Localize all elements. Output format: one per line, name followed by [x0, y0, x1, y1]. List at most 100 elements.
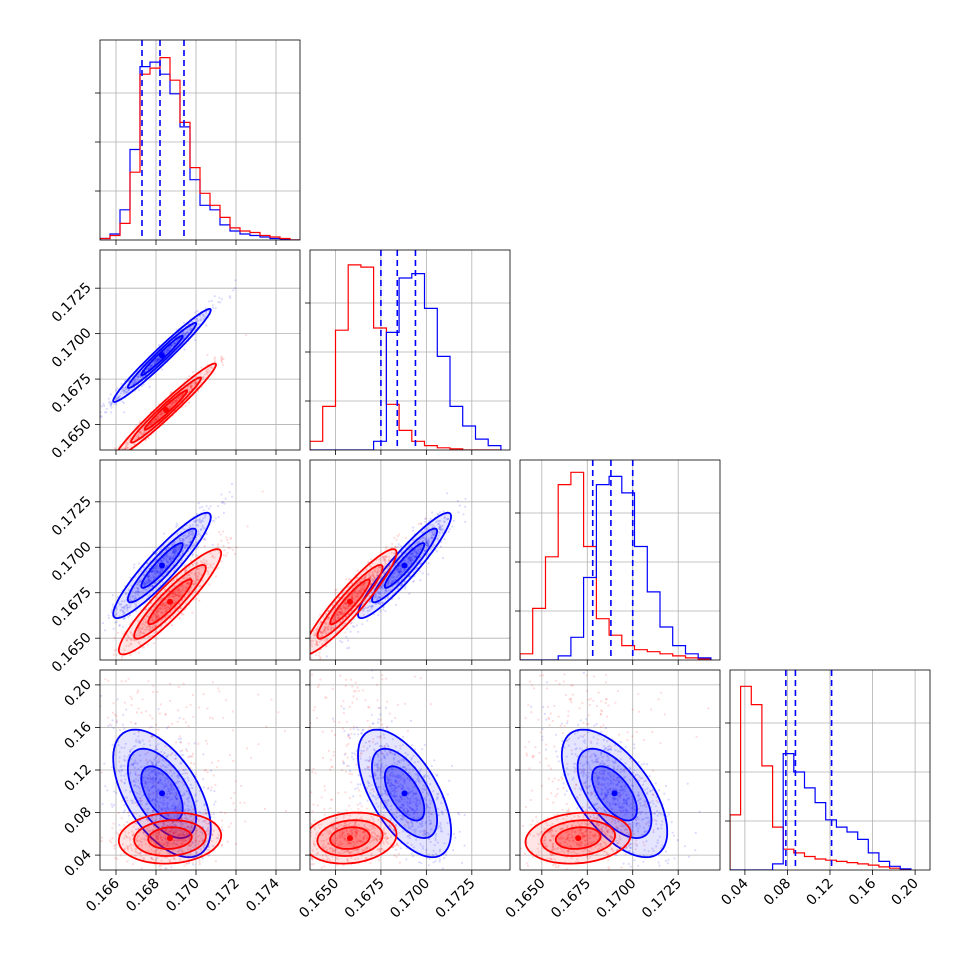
scatter-point — [383, 565, 386, 568]
scatter-point — [222, 530, 225, 533]
scatter-point — [133, 378, 136, 381]
scatter-point — [163, 604, 167, 608]
scatter-point — [177, 544, 181, 547]
panel-grid — [100, 460, 300, 660]
scatter-point — [370, 591, 374, 594]
scatter-point — [168, 349, 171, 352]
scatter-point — [206, 353, 209, 356]
scatter-point — [178, 617, 181, 620]
scatter-point — [164, 353, 167, 356]
scatter-point — [150, 626, 153, 629]
scatter-point — [189, 530, 192, 534]
scatter-point — [144, 621, 147, 624]
scatter-point — [409, 556, 412, 559]
scatter-point — [334, 592, 337, 595]
scatter-point — [300, 660, 302, 662]
scatter-point — [117, 453, 119, 455]
scatter-point — [110, 401, 113, 404]
scatter-point — [127, 442, 130, 445]
scatter-point — [369, 600, 372, 603]
scatter-point — [412, 552, 415, 555]
scatter-point — [417, 551, 420, 554]
scatter-point — [136, 587, 140, 590]
scatter-point — [189, 383, 192, 386]
scatter-point — [143, 632, 146, 636]
hist-grid — [95, 92, 300, 192]
scatter-point — [203, 537, 206, 540]
scatter-point — [113, 636, 116, 640]
scatter-point — [427, 562, 430, 565]
scatter-point — [447, 530, 450, 533]
scatter-point — [438, 520, 441, 523]
scatter-point — [169, 557, 172, 560]
scatter-point — [396, 568, 399, 571]
scatter-point — [443, 538, 446, 541]
scatter-point — [412, 580, 415, 583]
scatter-point — [105, 411, 108, 414]
scatter-point — [333, 616, 336, 619]
scatter-point — [398, 570, 401, 573]
scatter-point — [152, 361, 155, 364]
scatter-point — [376, 572, 379, 575]
scatter-point — [359, 591, 363, 594]
scatter-point — [424, 536, 427, 539]
scatter-point — [155, 612, 158, 615]
scatter-point — [165, 565, 169, 568]
scatter-point — [96, 754, 98, 756]
scatter-point — [410, 555, 413, 558]
scatter-point — [368, 605, 371, 608]
scatter-point — [148, 593, 151, 596]
scatter-point — [185, 334, 188, 337]
scatter-point — [161, 570, 164, 573]
scatter-point — [432, 536, 435, 539]
scatter-point — [153, 625, 156, 628]
scatter-point — [160, 611, 163, 614]
scatter-point — [350, 604, 353, 607]
scatter-point — [159, 606, 162, 610]
scatter-point — [126, 606, 129, 609]
scatter-point — [441, 524, 444, 527]
scatter-point — [140, 385, 143, 388]
scatter-point — [171, 603, 174, 606]
scatter-point — [184, 331, 187, 334]
scatter-point — [202, 558, 205, 561]
scatter-point — [181, 552, 184, 555]
scatter-point — [169, 558, 172, 561]
scatter-point — [169, 406, 172, 409]
scatter-point — [176, 532, 179, 535]
scatter-point — [323, 622, 326, 625]
scatter-point — [164, 555, 167, 558]
scatter-point — [175, 525, 178, 528]
scatter-point — [172, 601, 175, 604]
scatter-point — [370, 605, 373, 608]
scatter-point — [190, 533, 193, 536]
scatter-point — [155, 567, 158, 570]
scatter-point — [156, 360, 159, 363]
scatter-point — [415, 552, 418, 555]
scatter-point — [168, 557, 171, 560]
scatter-point — [400, 584, 403, 587]
scatter-point — [142, 383, 145, 386]
scatter-point — [202, 375, 205, 378]
scatter-point — [160, 618, 163, 622]
scatter-point — [161, 581, 164, 584]
scatter-point — [194, 383, 197, 386]
scatter-point — [407, 557, 410, 560]
scatter-point — [141, 627, 144, 631]
scatter-point — [343, 622, 347, 625]
scatter-point — [362, 583, 365, 587]
scatter-point — [195, 575, 198, 578]
scatter-point — [383, 591, 386, 594]
scatter-point — [345, 603, 348, 606]
scatter-point — [409, 548, 412, 551]
scatter-point — [149, 627, 152, 630]
scatter-point — [149, 363, 152, 367]
scatter-point — [203, 561, 206, 565]
scatter-point — [344, 609, 347, 612]
scatter-point — [464, 520, 467, 523]
scatter-point — [175, 600, 178, 603]
scatter-point — [159, 570, 162, 573]
scatter-point — [188, 582, 191, 585]
scatter-point — [156, 571, 159, 574]
scatter-point — [155, 564, 158, 567]
